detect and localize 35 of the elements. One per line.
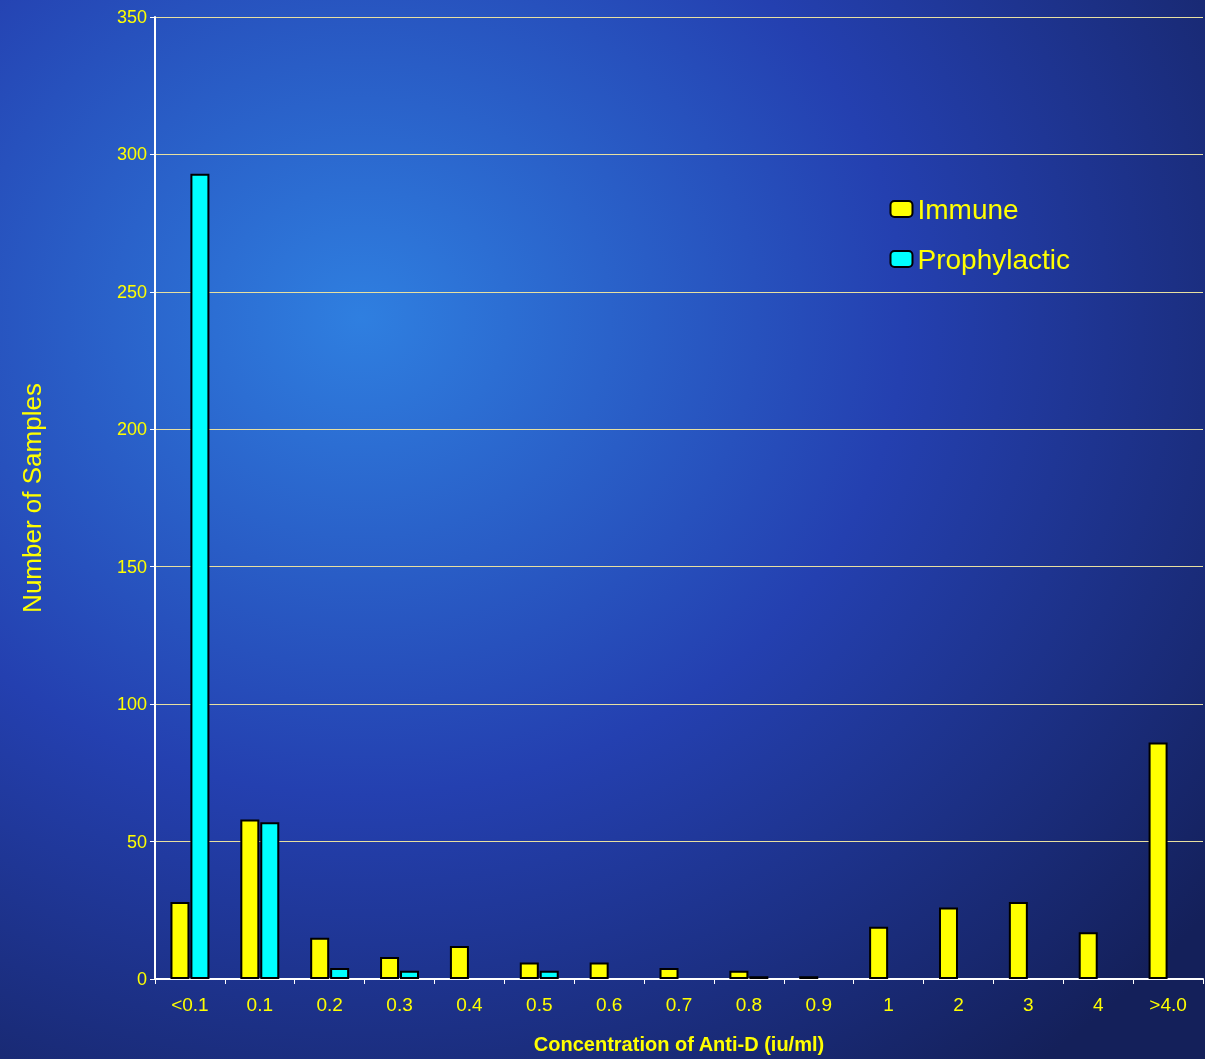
bar bbox=[1078, 932, 1098, 979]
x-tick-label: 0.5 bbox=[526, 994, 553, 1015]
y-tick-label: 0 bbox=[136, 969, 147, 989]
y-tick-label: 300 bbox=[116, 144, 147, 165]
y-tick-label: 50 bbox=[126, 831, 147, 852]
y-tick-label: 100 bbox=[116, 694, 147, 715]
bar bbox=[659, 968, 679, 979]
x-tick-label: >4.0 bbox=[1149, 994, 1187, 1015]
x-tick-label: 0.2 bbox=[316, 994, 343, 1015]
x-tick-label: 0.3 bbox=[386, 994, 413, 1015]
bar bbox=[589, 962, 609, 979]
y-tick-label: 350 bbox=[116, 7, 147, 27]
legend-label: Prophylactic bbox=[917, 243, 1071, 275]
y-axis-title: Number of Samples bbox=[17, 383, 47, 613]
x-tick-label: 0.4 bbox=[456, 994, 484, 1015]
x-tick-label: 0.9 bbox=[805, 994, 832, 1015]
x-tick-label: 0.1 bbox=[246, 994, 274, 1015]
x-tick-label: 2 bbox=[953, 994, 964, 1015]
bar bbox=[1008, 902, 1028, 979]
x-axis-title: Concentration of Anti-D (iu/ml) bbox=[533, 1033, 825, 1055]
y-tick-label: 200 bbox=[116, 419, 147, 440]
x-tick-label: 0.7 bbox=[665, 994, 693, 1015]
bar bbox=[938, 907, 958, 979]
bar bbox=[869, 926, 889, 979]
y-tick-label: 150 bbox=[116, 556, 147, 577]
y-tick-label: 250 bbox=[116, 281, 147, 302]
x-tick-label: 1 bbox=[883, 994, 894, 1015]
x-tick-label: 0.6 bbox=[595, 994, 623, 1015]
x-tick-label: <0.1 bbox=[171, 994, 209, 1015]
bar bbox=[449, 946, 469, 979]
bar bbox=[1148, 742, 1168, 979]
x-tick-label: 4 bbox=[1092, 994, 1104, 1015]
x-tick-label: 3 bbox=[1023, 994, 1034, 1015]
legend-label: Immune bbox=[917, 193, 1019, 225]
x-tick-label: 0.8 bbox=[735, 994, 763, 1015]
